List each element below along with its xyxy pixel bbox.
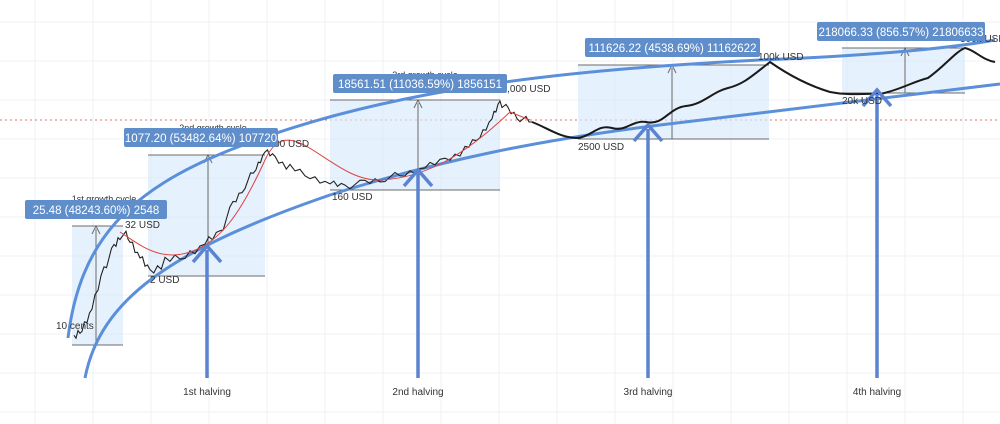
halving-arrowhead-4 <box>861 87 893 108</box>
historical-price-line <box>73 99 533 340</box>
cycle-badge-bg-4 <box>585 38 760 57</box>
halving-label-4: 4th halving <box>853 387 901 398</box>
cycle-badge-bg-2 <box>124 128 278 147</box>
cycle-low-label-2: 2 USD <box>150 275 179 286</box>
cycle-badge-text-3: 18561.51 (11036.59%) 1856151 <box>338 79 502 91</box>
projected-price-line <box>531 46 996 140</box>
cycle-box-3 <box>330 100 500 190</box>
cycle-measure-arrow-5 <box>900 46 910 57</box>
halving-label-3: 3rd halving <box>624 387 673 398</box>
halving-label-1: 1st halving <box>183 387 231 398</box>
cycle-badge-text-5: 218066.33 (856.57%) 21806633 <box>819 27 984 39</box>
cycle-badges: 25.48 (48243.60%) 2548 1077.20 (53482.64%… <box>25 22 985 219</box>
cycle-high-label-2: 1200 USD <box>263 139 309 150</box>
lower-band <box>83 82 1000 379</box>
halving-arrowhead-3 <box>632 122 664 143</box>
cycle-measure-arrow-3 <box>413 98 423 109</box>
price-series <box>73 46 996 340</box>
halving-arrowhead-2 <box>402 167 434 188</box>
cycle-high-label-4: 100k USD <box>758 52 804 63</box>
halving-arrowhead-1 <box>191 243 223 264</box>
cycle-high-label-3: 20,000 USD <box>496 84 550 95</box>
cycle-badge-text-2: 1077.20 (53482.64%) 107720 <box>125 133 277 145</box>
halving-arrows <box>191 87 893 378</box>
cycle-badge-text-4: 111626.22 (4538.69%) 11162622 <box>589 43 757 55</box>
cycle-low-label-3: 160 USD <box>332 192 373 203</box>
cycle-badge-text-1: 25.48 (48243.60%) 2548 <box>33 205 160 217</box>
cycle-badge-bg-3 <box>333 74 507 93</box>
cycle-badge-bg-5 <box>817 22 985 41</box>
halving-labels: 1st halving 2nd halving 3rd halving 4th hal… <box>183 387 901 398</box>
cycle-high-label-1: 32 USD <box>125 220 160 231</box>
cycle-low-label-4: 2500 USD <box>578 142 624 153</box>
cycle-low-label-1: 10 cents <box>56 321 94 332</box>
moving-average-line <box>119 111 531 256</box>
cycle-measure-arrow-1 <box>91 224 101 235</box>
cycle-badge-bg-1 <box>25 200 167 219</box>
cycle-low-label-5: 20k USD <box>842 96 882 107</box>
halving-label-2: 2nd halving <box>392 387 443 398</box>
cycle-title-1: 1st growth cycle <box>72 194 137 204</box>
